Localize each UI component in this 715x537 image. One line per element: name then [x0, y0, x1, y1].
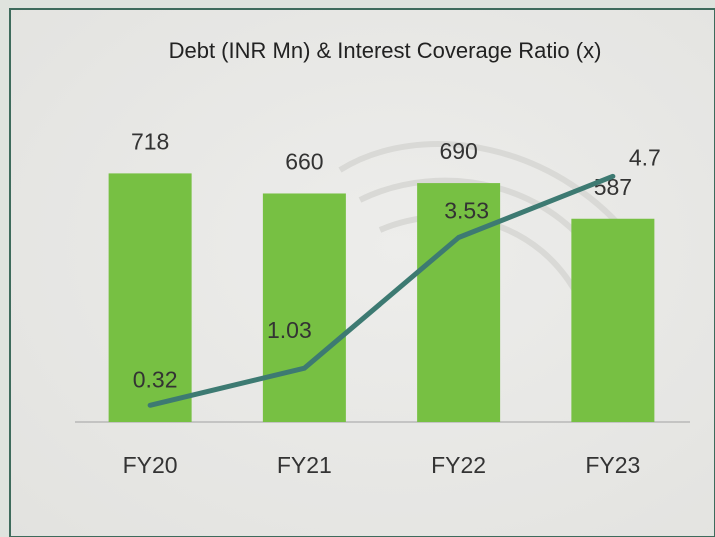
bar [571, 218, 655, 422]
line-value-label: 1.03 [267, 317, 312, 343]
bar [262, 193, 346, 422]
x-tick-label: FY20 [123, 452, 178, 478]
x-tick-label: FY21 [277, 452, 332, 478]
line-value-label: 0.32 [133, 366, 178, 392]
line [147, 173, 616, 408]
line-value-label: 3.53 [444, 198, 489, 224]
bar-value-label: 718 [131, 128, 169, 154]
x-tick-label: FY22 [431, 452, 486, 478]
x-tick-label: FY23 [585, 452, 640, 478]
bar-value-label: 690 [439, 138, 477, 164]
chart-title: Debt (INR Mn) & Interest Coverage Ratio … [169, 38, 602, 63]
line-value-label: 4.7 [629, 144, 661, 170]
bar [417, 183, 501, 422]
bar-value-label: 660 [285, 149, 323, 175]
bar [108, 173, 192, 422]
